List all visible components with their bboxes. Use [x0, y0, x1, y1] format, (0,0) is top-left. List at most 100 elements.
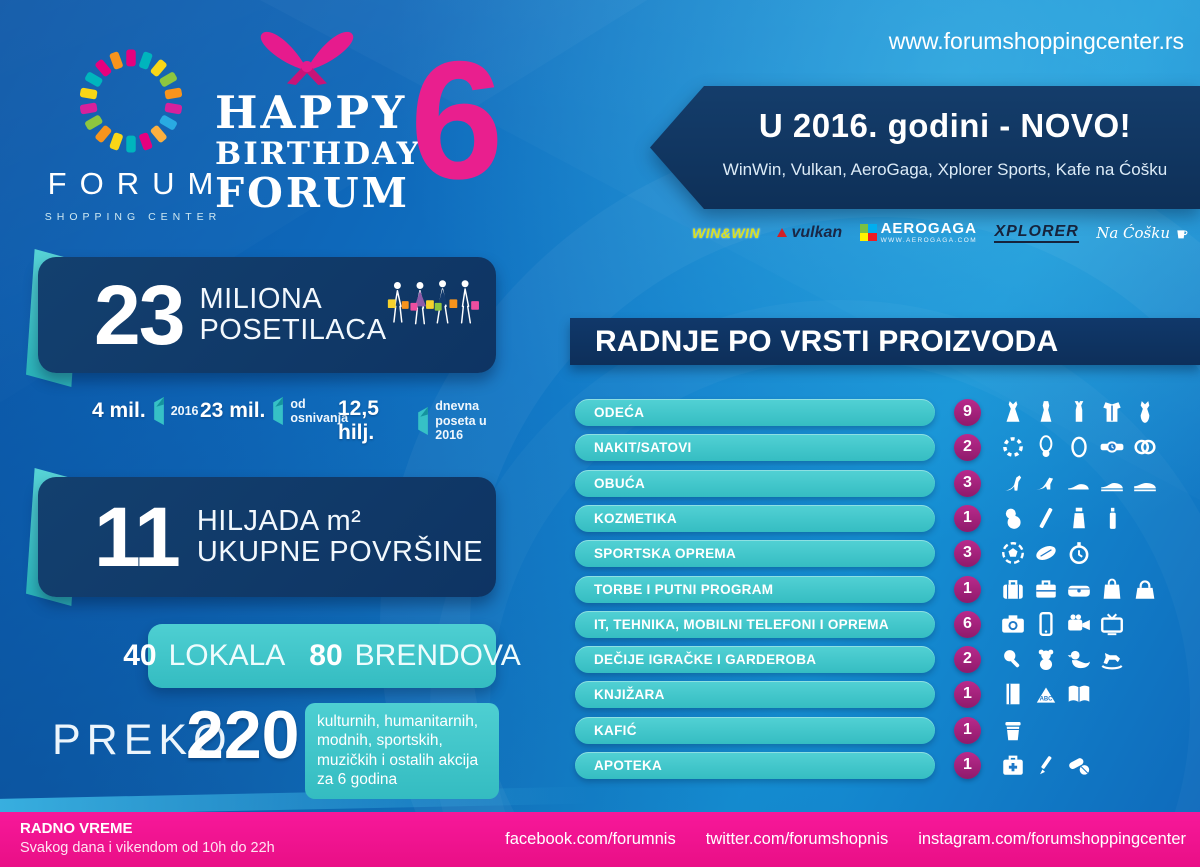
events-number: 220 — [186, 697, 300, 773]
briefcase-icon — [1033, 576, 1059, 602]
gown-icon — [1033, 399, 1059, 425]
brands-number: 80 — [309, 639, 343, 672]
category-pill: TORBE I PUTNI PROGRAM — [575, 575, 935, 603]
category-label: KAFIĆ — [594, 722, 637, 738]
stopwatch-icon — [1066, 540, 1092, 566]
category-count-badge: 1 — [954, 716, 981, 744]
novo-banner: U 2016. godini - NOVO! WinWin, Vulkan, A… — [650, 86, 1200, 209]
category-count-badge: 2 — [954, 433, 981, 461]
locals-brands-box: 40 LOKALA 80 BRENDOVA — [123, 624, 521, 688]
pills-icon — [1066, 752, 1092, 778]
novo-banner-body: U 2016. godini - NOVO! WinWin, Vulkan, A… — [650, 86, 1200, 209]
abc-book-icon: ABC — [1033, 681, 1059, 707]
category-icons — [1000, 434, 1158, 460]
category-label: ODEĆA — [594, 404, 645, 420]
stat-od-osnivanja: 23 mil. od osnivanja — [200, 397, 354, 426]
category-label: SPORTSKA OPREMA — [594, 545, 737, 561]
category-row-decije-igracke: DEČIJE IGRAČKE I GARDEROBA 2 — [575, 645, 1195, 673]
sneaker-icon — [1099, 470, 1125, 496]
forum-logo-ring-icon — [79, 49, 182, 153]
category-pill: APOTEKA — [575, 751, 935, 779]
first-aid-kit-icon — [1000, 752, 1026, 778]
category-icons — [1000, 505, 1125, 531]
pendant-icon — [1033, 434, 1059, 460]
stat-dnevna-poseta: 12,5 hilj. dnevna poseta u 2016 — [338, 397, 512, 445]
aerogaga-square-icon — [859, 224, 877, 242]
winwin-logo-text: WIN&WIN — [692, 224, 761, 241]
locals-number: 40 — [123, 639, 157, 672]
brands-label: BRENDOVA — [354, 639, 521, 672]
duck-toy-icon — [1066, 646, 1092, 672]
stat-value: 4 mil. — [92, 399, 146, 422]
suitcase-icon — [1000, 576, 1026, 602]
category-row-it-tehnika: IT, TEHNIKA, MOBILNI TELEFONI I OPREMA 6 — [575, 610, 1195, 638]
stat-2016: 4 mil. 2016 — [92, 397, 213, 425]
category-pill: KAFIĆ — [575, 716, 935, 744]
camera-icon — [1000, 611, 1026, 637]
category-label: IT, TEHNIKA, MOBILNI TELEFONI I OPREMA — [594, 616, 889, 632]
category-pill: KNJIŽARA — [575, 680, 935, 708]
loafer-icon — [1132, 470, 1158, 496]
gift-bow-icon — [260, 31, 354, 85]
category-icons — [1000, 576, 1158, 602]
category-icons — [1000, 611, 1125, 637]
twitter-link[interactable]: twitter.com/forumshopnis — [705, 830, 889, 848]
spray-bottle-icon — [1099, 505, 1125, 531]
video-camera-icon — [1066, 611, 1092, 637]
ribbon-marker-icon — [153, 397, 164, 425]
locals-label: LOKALA — [168, 639, 286, 672]
ribbon-marker-icon — [418, 407, 429, 435]
tv-icon — [1099, 611, 1125, 637]
category-row-odeca: ODEĆA 9 — [575, 398, 1195, 426]
category-pill: IT, TEHNIKA, MOBILNI TELEFONI I OPREMA — [575, 610, 935, 638]
category-pill: KOZMETIKA — [575, 504, 935, 532]
category-pill: NAKIT/SATOVI — [575, 433, 935, 461]
social-links: facebook.com/forumnis twitter.com/forums… — [505, 812, 1186, 867]
brand-logo-vulkan: vulkan — [777, 224, 842, 242]
area-label: HILJADA m² UKUPNE POVRŠINE — [197, 505, 483, 569]
website-url-link[interactable]: www.forumshoppingcenter.rs — [888, 28, 1184, 54]
high-heel-icon — [1000, 470, 1026, 496]
football-icon — [1000, 540, 1026, 566]
facebook-link[interactable]: facebook.com/forumnis — [505, 830, 676, 848]
visitors-label-line2: POSETILACA — [199, 314, 387, 346]
forum-logo-subtitle: SHOPPING CENTER — [44, 211, 222, 223]
cocktail-dress-icon — [1132, 399, 1158, 425]
birthday-word-happy: HAPPY — [215, 86, 408, 139]
ribbon-marker-icon — [273, 397, 284, 426]
category-row-sportska-oprema: SPORTSKA OPREMA 3 — [575, 539, 1195, 567]
working-hours-title: RADNO VREME — [20, 820, 133, 837]
category-count-badge: 6 — [954, 610, 981, 638]
category-icons — [1000, 540, 1092, 566]
category-pill: DEČIJE IGRAČKE I GARDEROBA — [575, 645, 935, 673]
open-book-icon — [1066, 681, 1092, 707]
area-box: 11 HILJADA m² UKUPNE POVRŠINE — [38, 477, 496, 597]
forum-logo: FORUM SHOPPING CENTER — [28, 38, 233, 223]
category-row-apoteka: APOTEKA 1 — [575, 751, 1195, 779]
stat-value: 12,5 hilj. — [338, 397, 379, 444]
events-description: kulturnih, humanitarnih, modnih, sportsk… — [305, 703, 499, 799]
coffee-cup-icon — [1000, 717, 1026, 743]
instagram-link[interactable]: instagram.com/forumshoppingcenter — [918, 830, 1186, 848]
category-row-knjizara: KNJIŽARA 1 ABC — [575, 680, 1195, 708]
category-count-badge: 3 — [954, 469, 981, 497]
category-icons — [1000, 470, 1158, 496]
brand-logo-winwin: WIN&WIN — [692, 225, 760, 241]
category-row-obuca: OBUĆA 3 — [575, 469, 1195, 497]
category-row-kafic: KAFIĆ 1 — [575, 716, 1195, 744]
xplorer-logo-text: XPLORER — [994, 223, 1079, 243]
category-icons: ABC — [1000, 681, 1092, 707]
category-pill: ODEĆA — [575, 398, 935, 426]
bracelet-icon — [1000, 434, 1026, 460]
visitors-label: MILIONA POSETILACA — [199, 282, 387, 347]
category-count-badge: 1 — [954, 751, 981, 779]
categories-header: RADNJE PO VRSTI PROIZVODA — [570, 318, 1200, 365]
category-count-badge: 2 — [954, 645, 981, 673]
visitors-label-line1: MILIONA — [199, 282, 323, 315]
category-icons — [1000, 399, 1158, 425]
stat-label: 2016 — [170, 403, 199, 418]
rocking-horse-icon — [1099, 646, 1125, 672]
birthday-word-birthday: BIRTHDAY — [215, 136, 421, 172]
category-label: KNJIŽARA — [594, 686, 665, 702]
rattle-icon — [1000, 646, 1026, 672]
